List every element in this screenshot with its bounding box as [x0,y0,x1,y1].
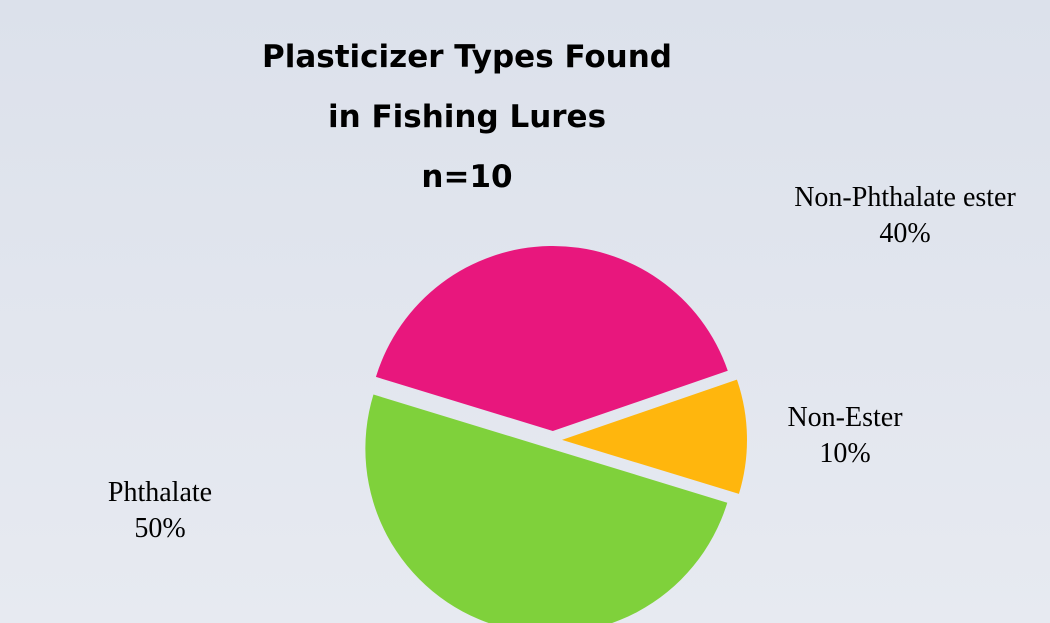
chart-title: n=10 [421,159,512,195]
slice-value: 50% [134,513,186,544]
slice-category: Non-Ester [787,402,903,433]
slice-value: 40% [879,218,931,249]
pie-slice [561,379,747,494]
chart-title: Plasticizer Types Found [262,39,672,75]
slice-label: Phthalate 50% [50,475,270,547]
chart-title: in Fishing Lures [328,99,606,135]
slice-label: Non-Phthalate ester 40% [770,180,1040,252]
slice-value: 10% [819,438,871,469]
slice-category: Phthalate [107,477,213,508]
slice-label: Non-Ester 10% [735,400,955,472]
slice-category: Non-Phthalate ester [794,182,1016,213]
pie-slice [365,394,728,623]
pie-slice [375,246,728,432]
